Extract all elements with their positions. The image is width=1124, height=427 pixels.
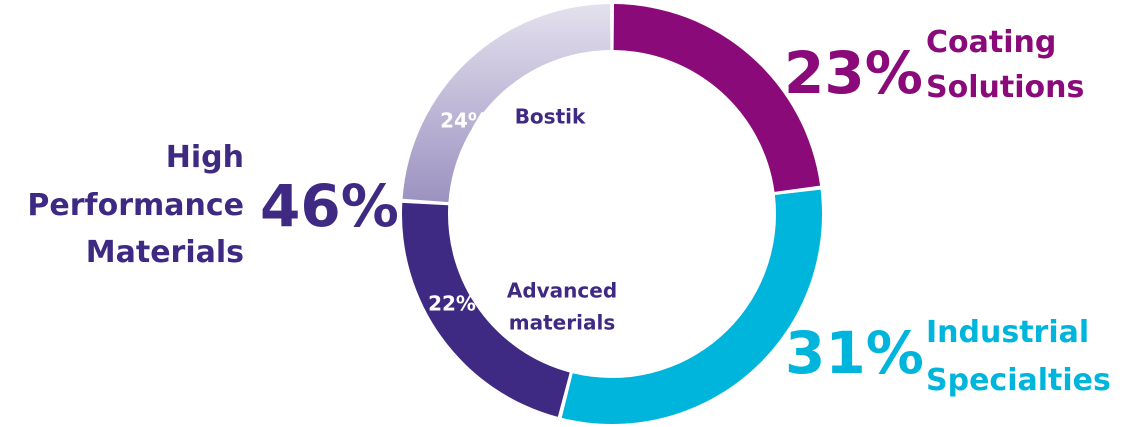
donut-slices <box>401 4 822 424</box>
industrial-specialties-percent: 31% <box>785 319 924 387</box>
bostik-label: Bostik <box>515 105 586 129</box>
advanced-materials-label-line-1: Advanced <box>507 279 617 303</box>
bostik-slice <box>402 4 611 203</box>
hpm-label-line-1: High <box>166 140 244 175</box>
advanced-materials-label-line-2: materials <box>509 311 615 335</box>
bostik-percent-label: 24% <box>440 109 488 133</box>
hpm-label-line-3: Materials <box>86 235 244 270</box>
coating-solutions-percent: 23% <box>784 39 923 107</box>
coating-solutions-slice <box>613 4 821 192</box>
coating-solutions-label-line-1: Coating <box>926 25 1056 60</box>
industrial-specialties-label-line-1: Industrial <box>926 315 1089 350</box>
industrial-specialties-slice <box>561 189 822 424</box>
hpm-label-line-2: Performance <box>27 188 244 223</box>
advanced-materials-slice <box>401 202 570 417</box>
advanced-materials-percent-label: 22% <box>428 292 476 316</box>
hpm-percent: 46% <box>260 172 399 240</box>
coating-solutions-label-line-2: Solutions <box>926 70 1084 105</box>
industrial-specialties-label-line-2: Specialties <box>926 363 1111 398</box>
